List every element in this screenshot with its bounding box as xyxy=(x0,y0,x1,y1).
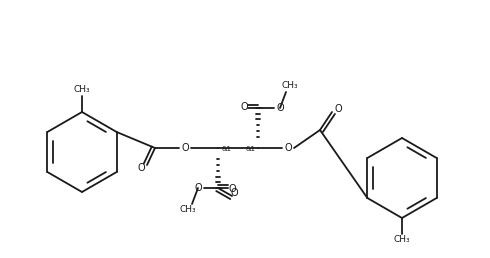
Text: &1: &1 xyxy=(245,146,255,152)
Text: CH₃: CH₃ xyxy=(282,82,298,91)
Text: O: O xyxy=(284,143,292,153)
Text: O: O xyxy=(137,163,145,173)
Text: &1: &1 xyxy=(221,146,231,152)
Text: O: O xyxy=(334,104,342,114)
Text: CH₃: CH₃ xyxy=(74,85,90,94)
Text: CH₃: CH₃ xyxy=(393,236,410,245)
Text: O: O xyxy=(240,102,248,112)
Text: O: O xyxy=(194,183,202,193)
Text: O: O xyxy=(181,143,189,153)
Text: O: O xyxy=(276,103,284,113)
Text: CH₃: CH₃ xyxy=(180,206,196,214)
Text: O: O xyxy=(230,188,238,198)
Text: O: O xyxy=(228,184,236,194)
